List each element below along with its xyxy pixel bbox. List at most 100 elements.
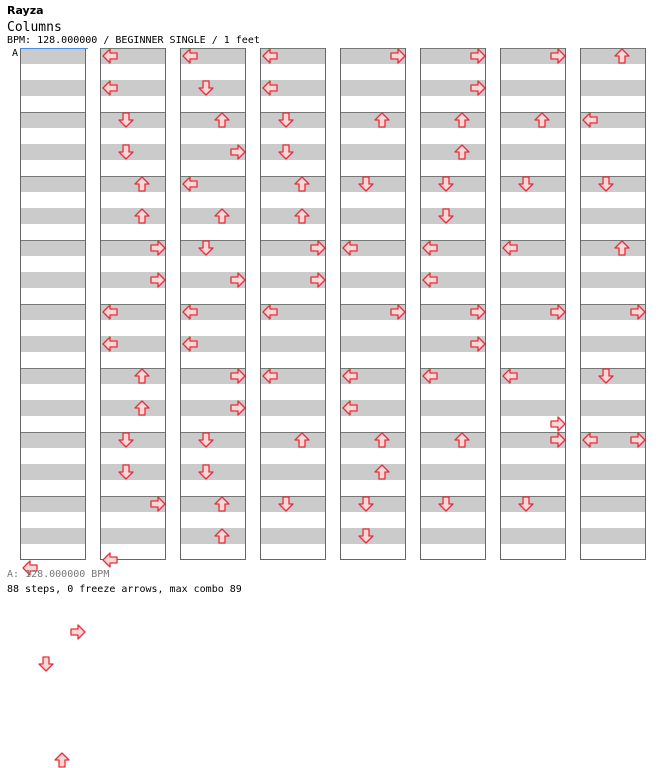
measure-line xyxy=(21,368,85,369)
chart-column-4 xyxy=(260,48,326,560)
beat-band xyxy=(21,368,85,384)
bpm-marker-line xyxy=(20,48,88,49)
chart-column-5 xyxy=(340,48,406,560)
up-arrow-icon xyxy=(374,432,390,448)
measure-line xyxy=(261,368,325,369)
down-arrow-icon xyxy=(118,432,134,448)
measure-line xyxy=(341,176,405,177)
beat-band xyxy=(21,496,85,512)
measure-line xyxy=(261,432,325,433)
beat-band xyxy=(581,112,645,128)
beat-band xyxy=(21,144,85,160)
measure-line xyxy=(501,176,565,177)
down-arrow-icon xyxy=(358,496,374,512)
measure-line xyxy=(101,496,165,497)
down-arrow-icon xyxy=(358,176,374,192)
beat-band xyxy=(581,528,645,544)
beat-band xyxy=(421,112,485,128)
beat-band xyxy=(341,432,405,448)
step-stats: 88 steps, 0 freeze arrows, max combo 89 xyxy=(7,584,242,595)
measure-line xyxy=(341,112,405,113)
beat-band xyxy=(101,176,165,192)
measure-line xyxy=(261,48,325,49)
left-arrow-icon xyxy=(422,368,438,384)
measure-line xyxy=(181,240,245,241)
down-arrow-icon xyxy=(38,656,54,672)
left-arrow-icon xyxy=(262,304,278,320)
left-arrow-icon xyxy=(102,552,118,568)
down-arrow-icon xyxy=(438,176,454,192)
left-arrow-icon xyxy=(182,304,198,320)
measure-line xyxy=(341,304,405,305)
right-arrow-icon xyxy=(150,496,166,512)
right-arrow-icon xyxy=(550,432,566,448)
right-arrow-icon xyxy=(310,240,326,256)
beat-band xyxy=(581,272,645,288)
beat-band xyxy=(261,272,325,288)
down-arrow-icon xyxy=(278,144,294,160)
beat-band xyxy=(261,432,325,448)
beat-band xyxy=(21,432,85,448)
measure-line xyxy=(261,496,325,497)
beat-band xyxy=(101,208,165,224)
left-arrow-icon xyxy=(102,80,118,96)
measure-line xyxy=(581,496,645,497)
left-arrow-icon xyxy=(182,336,198,352)
left-arrow-icon xyxy=(262,368,278,384)
right-arrow-icon xyxy=(470,48,486,64)
beat-band xyxy=(261,80,325,96)
beat-band xyxy=(341,240,405,256)
measure-line xyxy=(501,240,565,241)
beat-band xyxy=(21,336,85,352)
down-arrow-icon xyxy=(358,528,374,544)
up-arrow-icon xyxy=(54,752,70,768)
beat-band xyxy=(181,336,245,352)
up-arrow-icon xyxy=(214,208,230,224)
up-arrow-icon xyxy=(374,112,390,128)
beat-band xyxy=(261,336,325,352)
down-arrow-icon xyxy=(198,240,214,256)
chart-column-2 xyxy=(100,48,166,568)
left-arrow-icon xyxy=(582,432,598,448)
beat-band xyxy=(101,272,165,288)
beat-band xyxy=(181,368,245,384)
right-arrow-icon xyxy=(310,272,326,288)
beat-band xyxy=(581,240,645,256)
right-arrow-icon xyxy=(150,272,166,288)
beat-band xyxy=(421,528,485,544)
measure-line xyxy=(581,112,645,113)
right-arrow-icon xyxy=(390,48,406,64)
beat-band xyxy=(421,240,485,256)
beat-band xyxy=(341,112,405,128)
beat-band xyxy=(581,80,645,96)
up-arrow-icon xyxy=(214,528,230,544)
measure-line xyxy=(421,368,485,369)
beat-band xyxy=(21,272,85,288)
beat-band xyxy=(421,464,485,480)
right-arrow-icon xyxy=(630,432,646,448)
left-arrow-icon xyxy=(422,272,438,288)
measure-line xyxy=(501,304,565,305)
beat-band xyxy=(581,336,645,352)
chart-column-7 xyxy=(500,48,566,560)
bpm-legend: A: 128.000000 BPM xyxy=(7,569,110,580)
beat-band xyxy=(181,400,245,416)
beat-band xyxy=(501,304,565,320)
beat-band xyxy=(341,304,405,320)
beat-band xyxy=(261,240,325,256)
measure-line xyxy=(261,112,325,113)
up-arrow-icon xyxy=(134,208,150,224)
measure-line xyxy=(261,304,325,305)
beat-band xyxy=(501,432,565,448)
beat-band xyxy=(501,272,565,288)
up-arrow-icon xyxy=(534,112,550,128)
beat-band xyxy=(181,208,245,224)
down-arrow-icon xyxy=(598,368,614,384)
measure-line xyxy=(421,496,485,497)
measure-line xyxy=(501,48,565,49)
beat-band xyxy=(421,144,485,160)
right-arrow-icon xyxy=(390,304,406,320)
measure-line xyxy=(181,112,245,113)
left-arrow-icon xyxy=(582,112,598,128)
measure-line xyxy=(341,496,405,497)
